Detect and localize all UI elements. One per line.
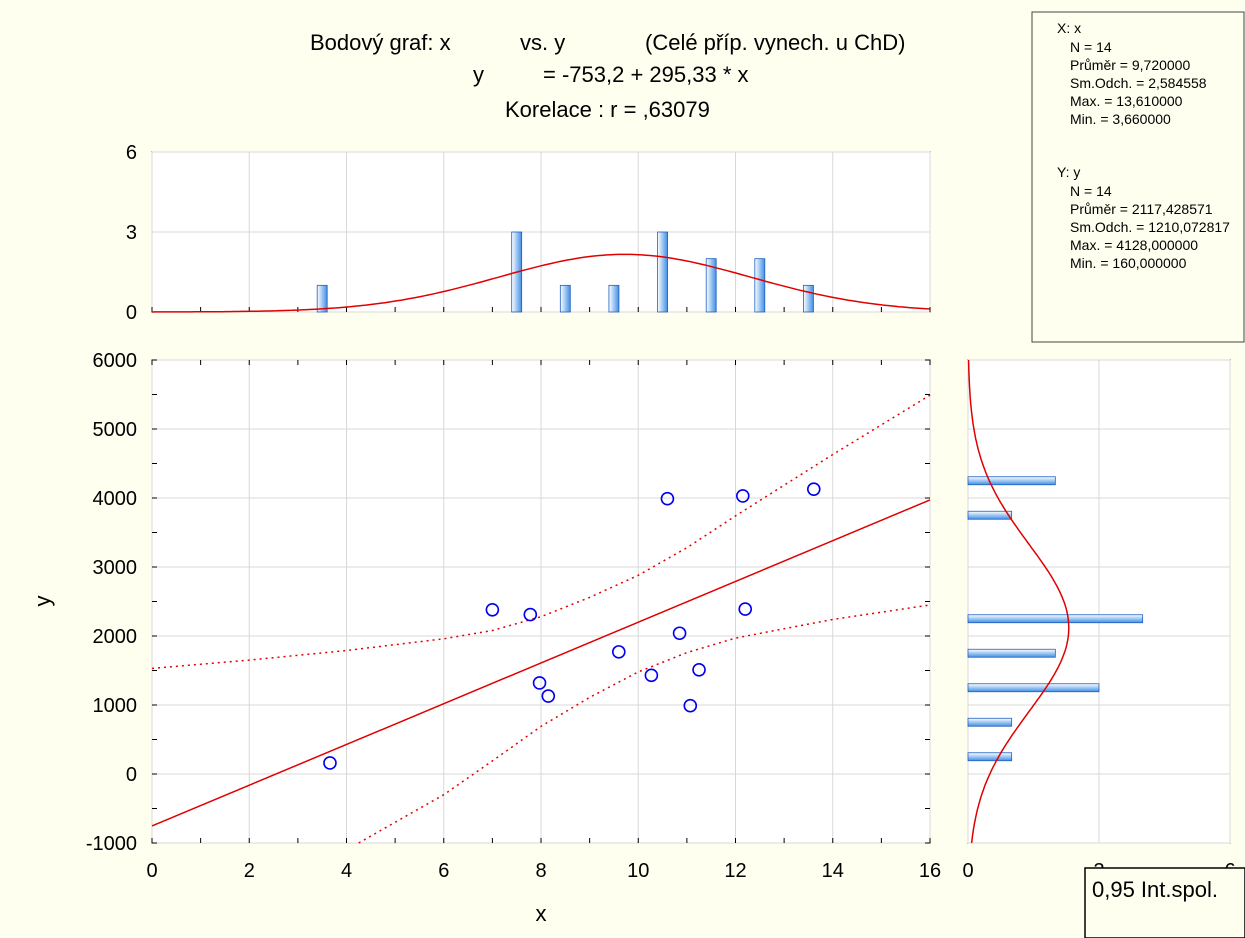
y-tick-label: 6000 [93,350,138,372]
x-tick-label: 2 [244,860,255,882]
normal-curve-x [151,253,931,313]
data-point [532,676,547,690]
x-tick-label: 8 [535,860,546,882]
y-tick-label: 1000 [93,695,138,717]
stats-y-line: Min. = 160,000000 [1070,255,1187,271]
data-point [806,482,821,496]
data-point [541,689,556,703]
histogram-y-bar [967,476,1056,486]
stats-x-header: X: x [1057,20,1081,36]
histogram-x-bar [705,258,717,313]
histogram-y-bar [967,648,1056,658]
histogram-x-bar [754,258,766,313]
stats-x-line: Max. = 13,610000 [1070,93,1183,109]
data-point [485,602,500,617]
data-point [323,756,337,770]
regression-line [151,499,931,827]
data-point [523,607,538,622]
legend-box [1084,867,1245,938]
x-tick-label: 10 [627,860,649,882]
histogram-x-bar [316,284,328,313]
stats-y-header: Y: y [1057,164,1080,180]
x-tick-label: 4 [341,860,352,882]
x-axis-label: x [536,901,547,926]
hist-x-count-label: 6 [126,142,137,164]
histogram-y-bar [967,614,1144,624]
data-point [611,645,626,659]
stats-y-line: N = 14 [1070,183,1112,199]
data-point [735,489,750,503]
y-tick-label: 4000 [93,488,138,510]
stats-text: X: x N = 14 Průměr = 9,720000 Sm.Odch. = 2,… [1057,20,1230,271]
title-line1-left: Bodový graf: x [310,30,451,55]
data-points [323,482,821,770]
confidence-band-lower [358,604,931,844]
title-line2-right: = -753,2 + 295,33 * x [543,62,749,87]
stats-x-line: Průměr = 9,720000 [1070,57,1190,73]
data-point [683,698,698,713]
curves [151,253,1070,844]
x-tick-label: 12 [724,860,746,882]
title-line2-left: y [473,62,484,87]
data-point [738,602,753,616]
x-tick-label: 16 [919,860,941,882]
stats-x-line: N = 14 [1070,39,1112,55]
y-tick-label: 5000 [93,419,138,441]
title-line1-right: (Celé příp. vynech. u ChD) [645,30,905,55]
stats-x-line: Sm.Odch. = 2,584558 [1070,75,1207,91]
histogram-x-bar [559,284,571,313]
title-line1-mid: vs. y [520,30,565,55]
histogram-y-bar [967,683,1100,693]
histogram-x-bar [803,284,814,313]
stats-x-line: Min. = 3,660000 [1070,111,1171,127]
x-tick-label: 0 [146,860,157,882]
normal-curve-y [967,360,1070,844]
histogram-y-bar [967,510,1013,520]
stats-y-line: Max. = 4128,000000 [1070,237,1198,253]
data-point [644,668,659,683]
x-tick-label: 6 [438,860,449,882]
hist-x-count-label: 3 [126,222,137,244]
histogram-x-bar [657,231,668,313]
y-tick-label: 3000 [93,557,138,579]
x-tick-label: 14 [822,860,844,882]
histogram-y-bar [967,752,1013,762]
grid [151,151,1231,844]
legend-label: 0,95 Int.spol. [1092,877,1218,902]
y-axis-label: y [30,596,55,607]
stats-y-line: Sm.Odch. = 1210,072817 [1070,219,1230,235]
y-tick-label: -1000 [86,833,137,855]
hist-y-count-label: 0 [962,860,973,882]
y-tick-label: 0 [126,764,137,786]
histogram-y-bar [967,717,1013,727]
histogram-x-bar [608,284,620,313]
data-point [660,491,675,506]
data-point [692,663,706,677]
stats-box [1031,11,1245,343]
data-point [672,626,687,641]
stats-y-line: Průměr = 2117,428571 [1070,201,1213,217]
hist-x-count-label: 0 [126,302,137,324]
title-line3: Korelace : r = ,63079 [505,97,710,122]
y-tick-label: 2000 [93,626,138,648]
